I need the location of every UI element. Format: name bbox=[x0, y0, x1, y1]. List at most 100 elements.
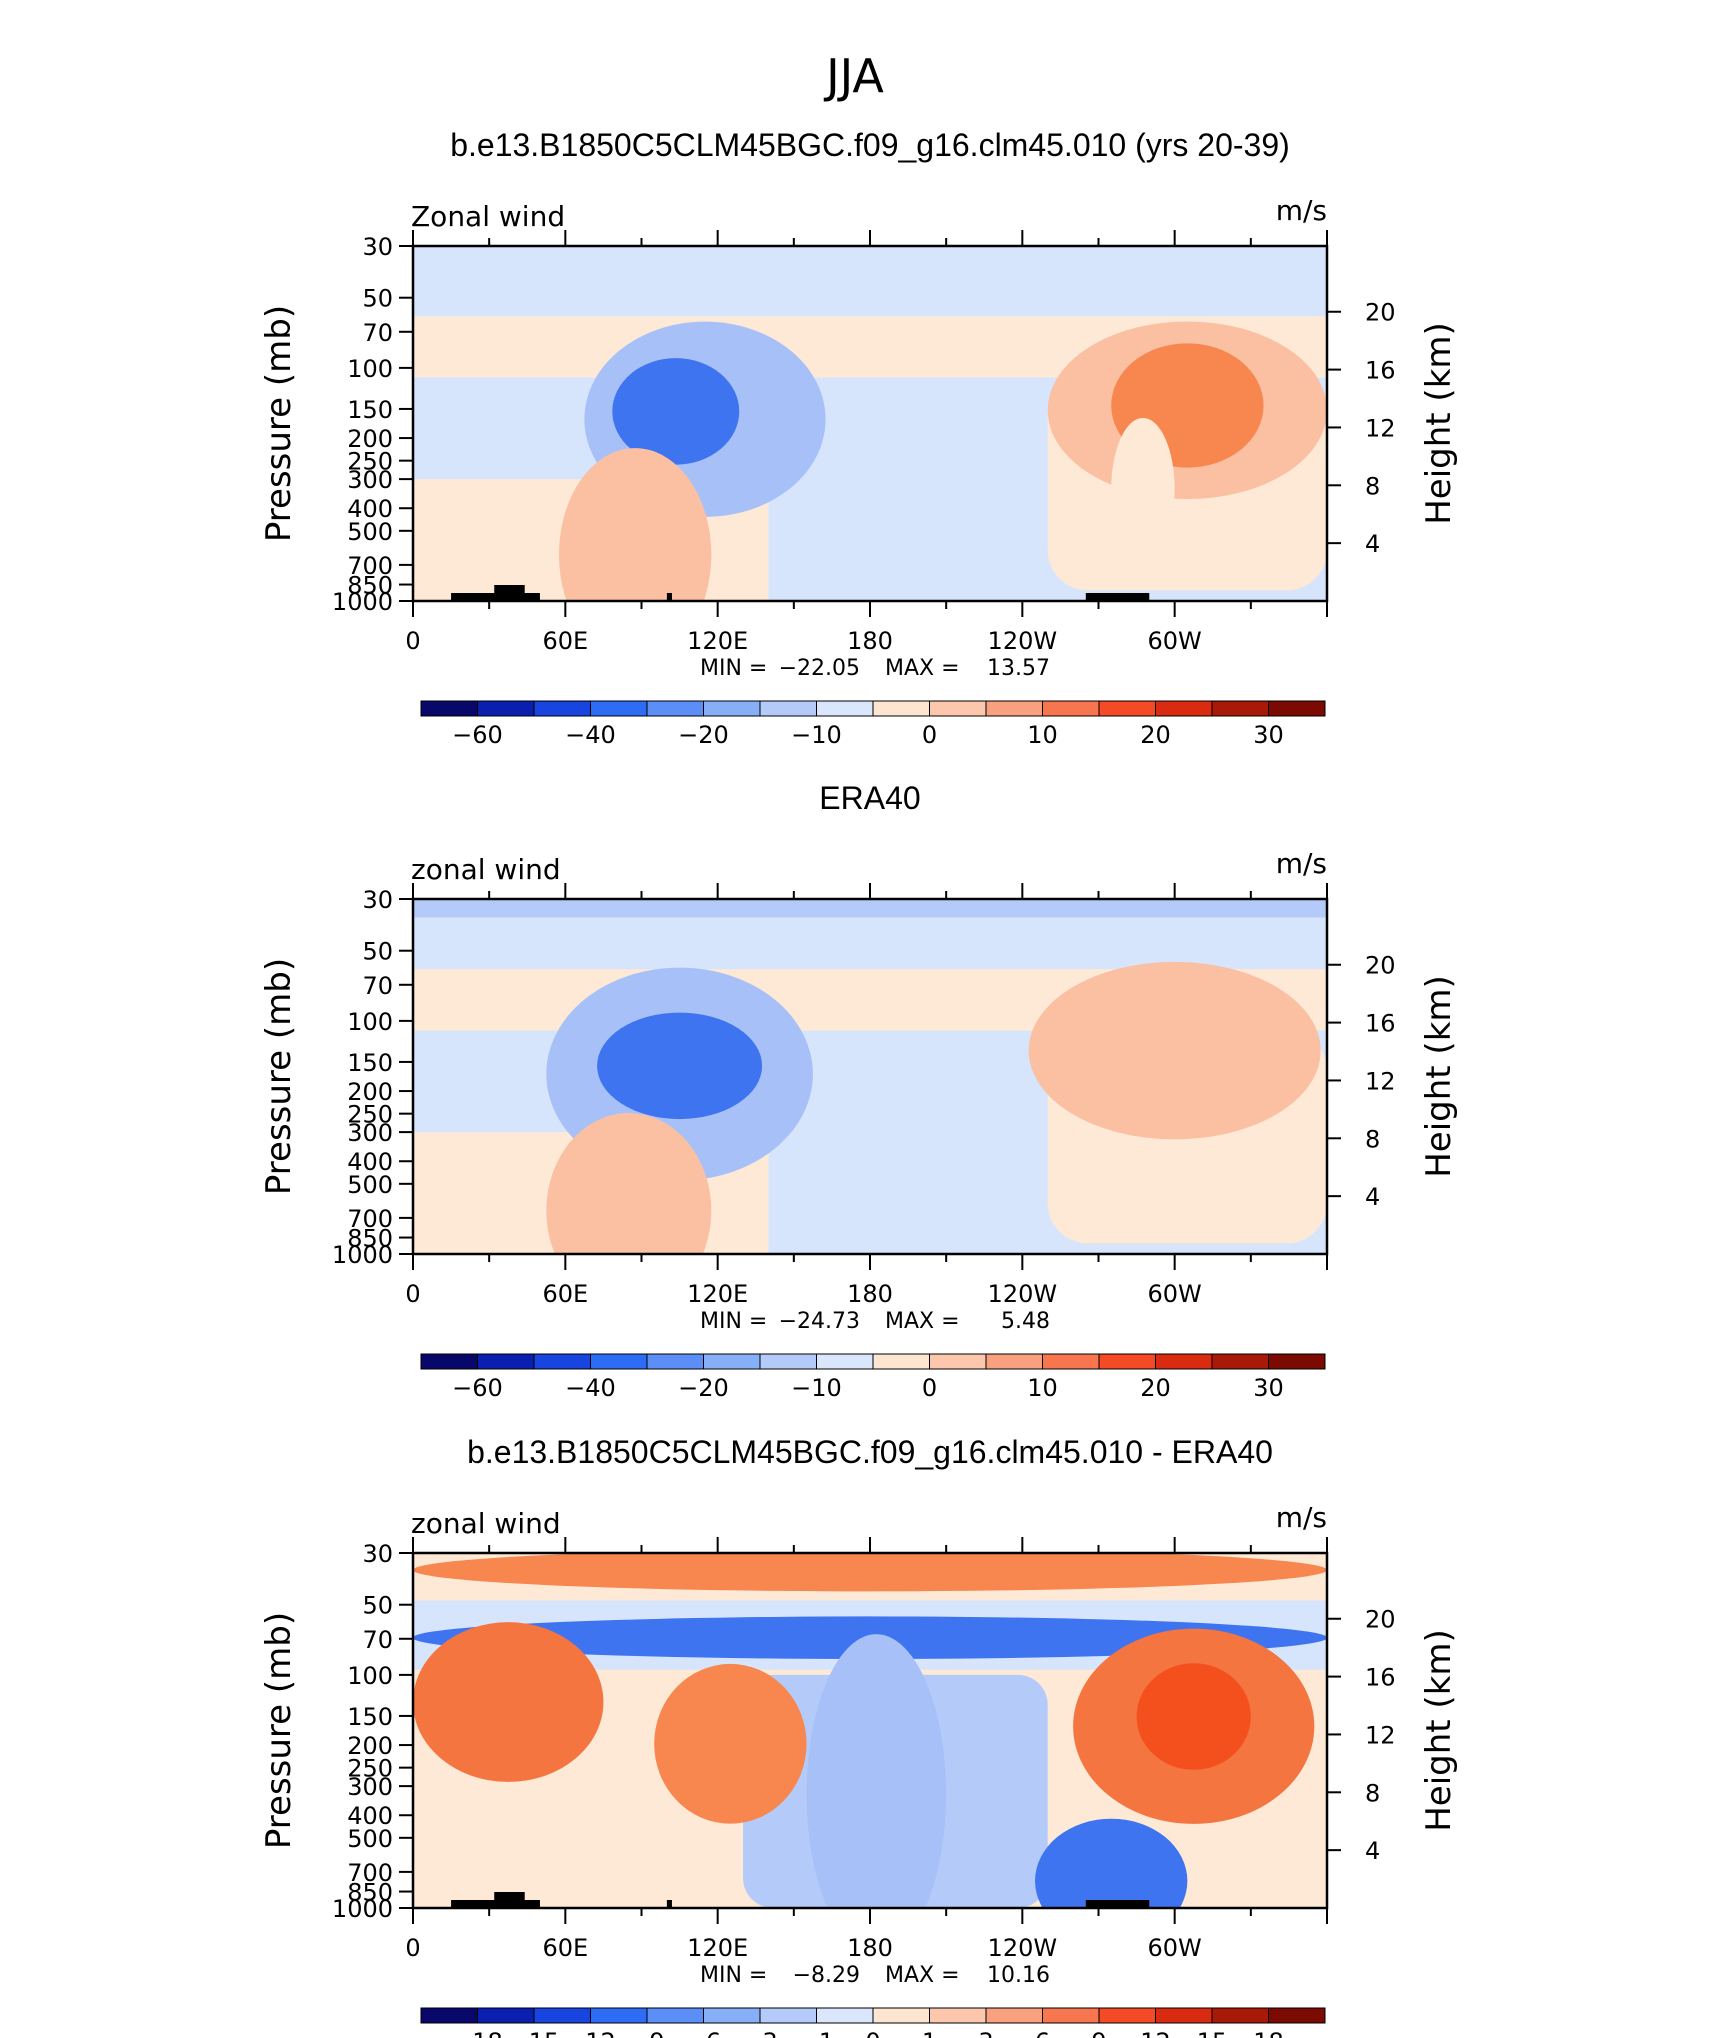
colorbar-swatch bbox=[646, 1353, 704, 1370]
contour-field bbox=[413, 1553, 1327, 1908]
contour-region bbox=[559, 448, 712, 601]
colorbar-swatch bbox=[533, 1353, 591, 1370]
tick-label: 120E bbox=[687, 1934, 748, 1962]
units-label: m/s bbox=[1276, 194, 1327, 227]
colorbar-label: 15 bbox=[1197, 2028, 1228, 2038]
colorbar-swatch bbox=[1155, 1353, 1213, 1370]
colorbar-label: 9 bbox=[1091, 2028, 1106, 2038]
tick-label: 0 bbox=[405, 1934, 420, 1962]
colorbar-label: −9 bbox=[629, 2028, 664, 2038]
colorbar-swatch bbox=[929, 2007, 987, 2024]
contour-region bbox=[1136, 1663, 1251, 1770]
topography bbox=[451, 1892, 1150, 1908]
max-label: MAX = bbox=[885, 656, 960, 681]
tick-label: 16 bbox=[1365, 357, 1396, 385]
colorbar-swatch bbox=[477, 2007, 535, 2024]
units-label: m/s bbox=[1276, 1501, 1327, 1534]
y2-axis-title: Height (km) bbox=[1419, 975, 1459, 1178]
tick-label: 300 bbox=[347, 1773, 393, 1801]
contour-region bbox=[612, 358, 740, 465]
colorbar-label: −10 bbox=[791, 1374, 842, 1402]
min-label: MIN = bbox=[700, 1309, 767, 1334]
tick-label: 400 bbox=[347, 1802, 393, 1830]
contour-region bbox=[1111, 417, 1175, 560]
contour-region bbox=[806, 1634, 947, 1908]
tick-label: 700 bbox=[347, 552, 393, 580]
tick-label: 12 bbox=[1365, 414, 1396, 442]
colorbar-swatch bbox=[985, 1353, 1043, 1370]
colorbar-swatch bbox=[477, 1353, 535, 1370]
tick-label: 8 bbox=[1365, 472, 1380, 500]
tick-label: 250 bbox=[347, 1755, 393, 1783]
colorbar-label: 6 bbox=[1035, 2028, 1050, 2038]
max-label: MAX = bbox=[885, 1309, 960, 1334]
colorbar-swatch bbox=[420, 1353, 478, 1370]
colorbar-label: −12 bbox=[565, 2028, 616, 2038]
colorbar-label: −20 bbox=[678, 1374, 729, 1402]
colorbar-swatch bbox=[1042, 700, 1100, 717]
colorbar-swatch bbox=[1268, 2007, 1326, 2024]
colorbar-label: 20 bbox=[1140, 721, 1171, 749]
colorbar-swatch bbox=[1268, 700, 1326, 717]
colorbar-swatch bbox=[816, 1353, 874, 1370]
y-axis-title: Pressure (mb) bbox=[259, 305, 299, 542]
tick-label: 70 bbox=[362, 1626, 393, 1654]
y-axis-title: Pressure (mb) bbox=[259, 958, 299, 1195]
colorbar-swatch bbox=[816, 700, 874, 717]
tick-label: 1000 bbox=[332, 1895, 393, 1923]
colorbar-swatch bbox=[703, 2007, 761, 2024]
contour-region bbox=[654, 1663, 807, 1824]
min-label: MIN = bbox=[700, 1963, 767, 1988]
colorbar-label: −3 bbox=[742, 2028, 777, 2038]
colorbar-swatch bbox=[759, 1353, 817, 1370]
colorbar-swatch bbox=[929, 1353, 987, 1370]
colorbar-label: 30 bbox=[1253, 721, 1284, 749]
tick-label: 70 bbox=[362, 972, 393, 1000]
colorbar-label: −40 bbox=[565, 721, 616, 749]
tick-label: 120E bbox=[687, 1280, 748, 1308]
colorbar-label: −15 bbox=[509, 2028, 560, 2038]
colorbar-swatch bbox=[985, 2007, 1043, 2024]
tick-label: 0 bbox=[405, 1280, 420, 1308]
tick-label: 100 bbox=[347, 1662, 393, 1690]
colorbar-swatch bbox=[703, 1353, 761, 1370]
units-label: m/s bbox=[1276, 847, 1327, 880]
colorbar-label: 20 bbox=[1140, 1374, 1171, 1402]
tick-label: 100 bbox=[347, 1008, 393, 1036]
colorbar-label: 0 bbox=[922, 721, 937, 749]
colorbar-swatch bbox=[420, 700, 478, 717]
colorbar-label: −10 bbox=[791, 721, 842, 749]
colorbar-swatch bbox=[872, 2007, 930, 2024]
tick-label: 8 bbox=[1365, 1125, 1380, 1153]
tick-label: 850 bbox=[347, 572, 393, 600]
variable-label: zonal wind bbox=[411, 1507, 561, 1540]
panel-3: b.e13.B1850C5CLM45BGC.f09_g16.clm45.010 … bbox=[259, 1434, 1459, 2038]
tick-label: 60W bbox=[1148, 1934, 1202, 1962]
tick-label: 180 bbox=[847, 1934, 893, 1962]
variable-label: zonal wind bbox=[411, 853, 561, 886]
colorbar-label: 18 bbox=[1253, 2028, 1284, 2038]
tick-label: 60E bbox=[542, 627, 588, 655]
colorbar-label: 0 bbox=[922, 1374, 937, 1402]
tick-label: 700 bbox=[347, 1859, 393, 1887]
y-axis-title: Pressure (mb) bbox=[259, 1612, 299, 1849]
colorbar-swatch bbox=[420, 2007, 478, 2024]
colorbar-swatch bbox=[1211, 2007, 1269, 2024]
tick-label: 20 bbox=[1365, 952, 1396, 980]
colorbar-label: −18 bbox=[452, 2028, 503, 2038]
tick-label: 120E bbox=[687, 627, 748, 655]
field-strat bbox=[413, 899, 1327, 918]
tick-label: 400 bbox=[347, 1148, 393, 1176]
colorbar-swatch bbox=[590, 2007, 648, 2024]
tick-label: 200 bbox=[347, 1732, 393, 1760]
tick-label: 200 bbox=[347, 425, 393, 453]
tick-label: 850 bbox=[347, 1879, 393, 1907]
contour-region bbox=[1035, 1818, 1188, 1908]
tick-label: 180 bbox=[847, 1280, 893, 1308]
colorbar-swatch bbox=[646, 2007, 704, 2024]
min-value: −24.73 bbox=[779, 1309, 860, 1334]
tick-label: 150 bbox=[347, 396, 393, 424]
tick-label: 100 bbox=[347, 355, 393, 383]
